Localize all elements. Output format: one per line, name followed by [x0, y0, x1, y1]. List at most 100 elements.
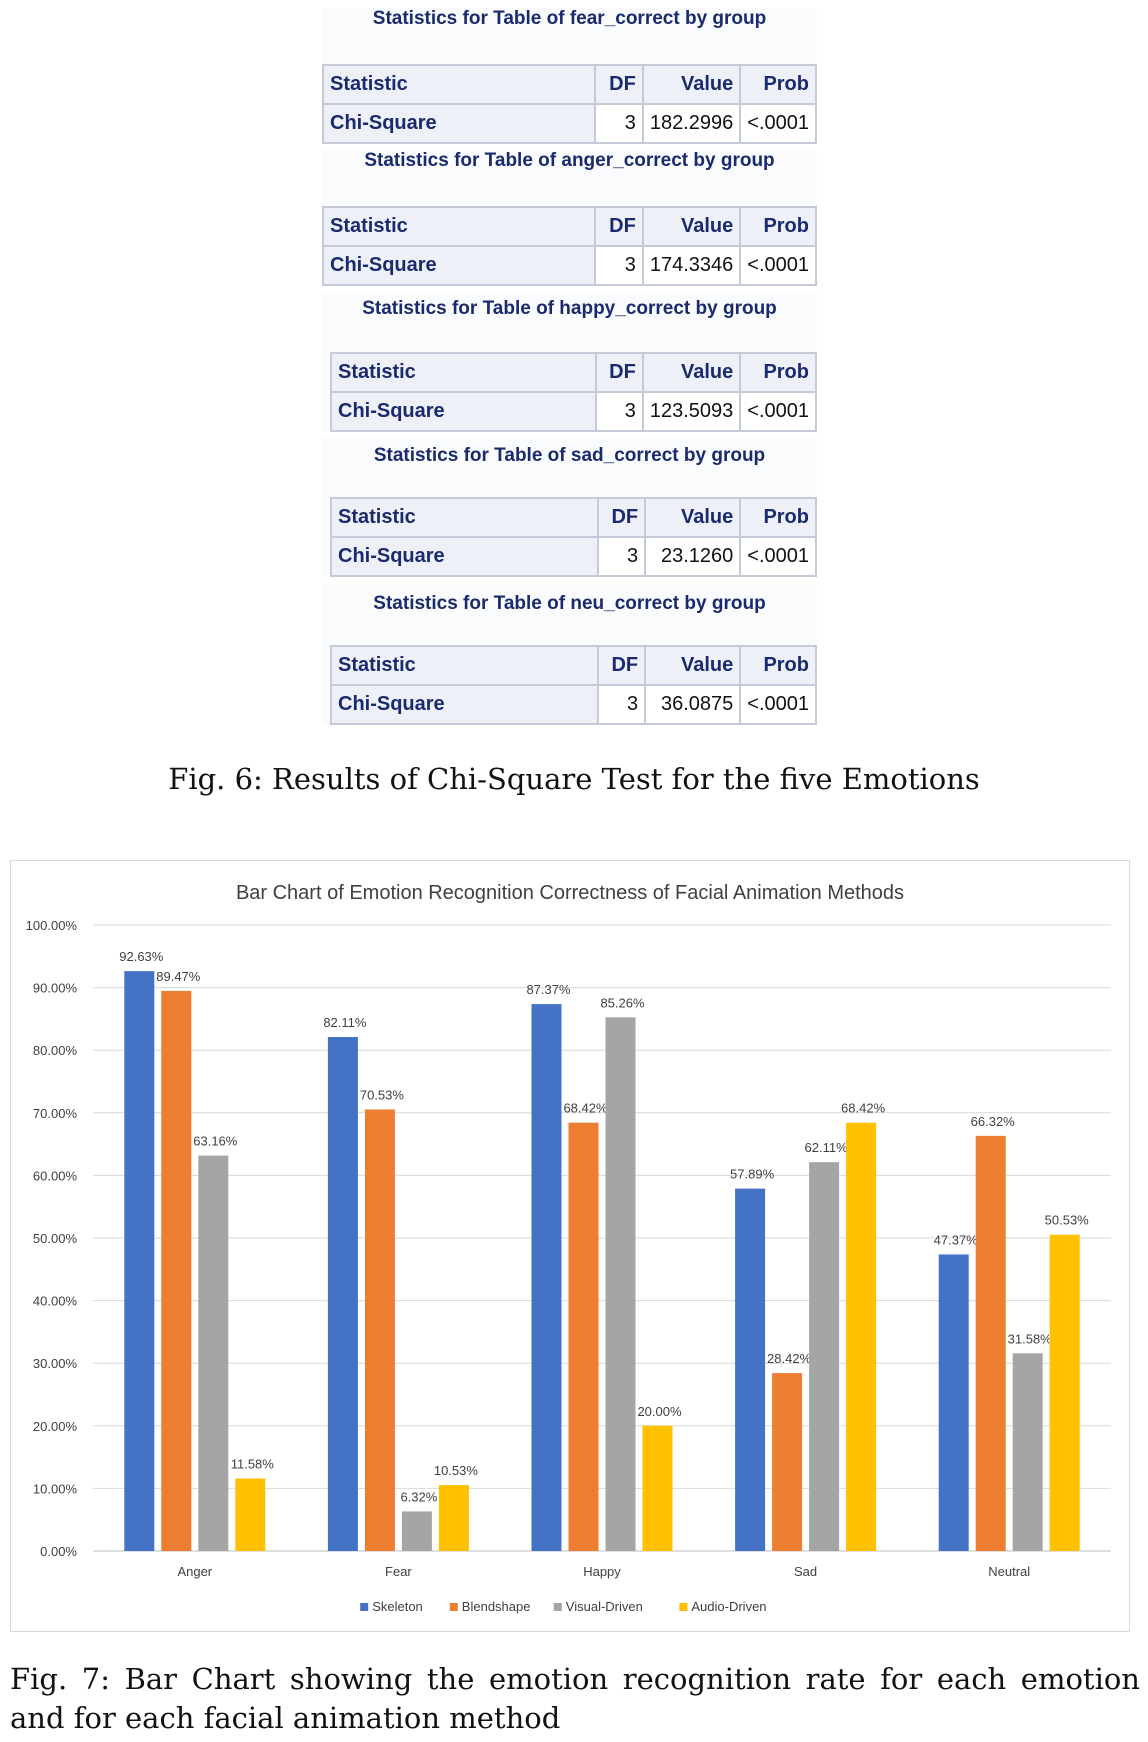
- stats-header-row: Statistic DF Value Prob: [330, 497, 817, 538]
- bar-audio-driven-anger: [235, 1478, 266, 1551]
- stats-cell-value: 174.3346: [641, 245, 742, 286]
- stats-cell-statistic: Chi-Square: [321, 245, 597, 286]
- data-label: 92.63%: [119, 949, 164, 964]
- legend-swatch: [360, 1603, 369, 1611]
- stats-header-row: Statistic DF Value Prob: [330, 352, 817, 393]
- stats-table-block: Statistics for Table of sad_correct by g…: [322, 437, 817, 577]
- stats-header-cell: DF: [596, 497, 647, 538]
- legend-label: Visual-Driven: [566, 1599, 643, 1614]
- stats-data-row: Chi-Square 3 36.0875 <.0001: [330, 684, 817, 725]
- stats-cell-value: 182.2996: [641, 103, 742, 144]
- y-tick-label: 60.00%: [33, 1168, 78, 1183]
- stats-header-cell: Prob: [739, 352, 817, 393]
- stats-header-cell: Statistic: [330, 645, 599, 686]
- y-tick-label: 90.00%: [33, 981, 78, 996]
- stats-header-cell: Statistic: [321, 64, 597, 105]
- data-label: 47.37%: [934, 1232, 979, 1247]
- data-label: 62.11%: [805, 1140, 849, 1155]
- y-tick-label: 50.00%: [33, 1231, 78, 1246]
- bar-visual-driven-sad: [809, 1162, 840, 1551]
- bar-audio-driven-fear: [438, 1485, 469, 1551]
- x-tick-label: Anger: [177, 1564, 212, 1579]
- data-label: 63.16%: [193, 1134, 238, 1149]
- data-label: 82.11%: [323, 1015, 367, 1030]
- stats-header-cell: DF: [594, 352, 644, 393]
- stats-header-cell: DF: [596, 645, 647, 686]
- x-tick-label: Neutral: [988, 1564, 1030, 1579]
- stats-cell-value: 36.0875: [644, 684, 742, 725]
- stats-header-cell: DF: [594, 64, 644, 105]
- stats-cell-value: 23.1260: [644, 536, 742, 577]
- figure-6-caption: Fig. 6: Results of Chi-Square Test for t…: [168, 762, 980, 796]
- bar-skeleton-sad: [735, 1188, 766, 1551]
- stats-cell-prob: <.0001: [739, 391, 817, 432]
- bar-visual-driven-fear: [401, 1511, 432, 1551]
- stats-table: Statistic DF Value Prob Chi-Square 3 36.0875 <.…: [330, 645, 817, 725]
- data-label: 89.47%: [156, 969, 201, 984]
- stats-cell-df: 3: [594, 103, 644, 144]
- y-tick-label: 30.00%: [33, 1356, 78, 1371]
- stats-cell-statistic: Chi-Square: [330, 536, 599, 577]
- x-tick-label: Happy: [583, 1564, 621, 1579]
- y-tick-label: 70.00%: [33, 1106, 78, 1121]
- y-tick-label: 0.00%: [40, 1544, 77, 1559]
- stats-header-cell: Value: [644, 645, 742, 686]
- stats-data-row: Chi-Square 3 182.2996 <.0001: [321, 103, 817, 144]
- bar-audio-driven-happy: [642, 1425, 673, 1551]
- stats-header-row: Statistic DF Value Prob: [330, 645, 817, 686]
- y-tick-label: 10.00%: [33, 1481, 78, 1496]
- bar-visual-driven-happy: [605, 1017, 636, 1551]
- stats-cell-prob: <.0001: [739, 536, 817, 577]
- legend-label: Blendshape: [462, 1599, 531, 1614]
- stats-header-cell: DF: [594, 206, 644, 247]
- stats-table-title: Statistics for Table of fear_correct by …: [372, 8, 767, 29]
- stats-header-cell: Value: [644, 497, 742, 538]
- bar-blendshape-anger: [161, 990, 192, 1551]
- x-tick-label: Fear: [385, 1564, 412, 1579]
- stats-cell-statistic: Chi-Square: [330, 391, 597, 432]
- bar-visual-driven-anger: [198, 1155, 229, 1551]
- stats-header-cell: Statistic: [321, 206, 597, 247]
- data-label: 31.58%: [1008, 1331, 1053, 1346]
- bar-skeleton-neutral: [938, 1254, 969, 1551]
- data-label: 70.53%: [360, 1087, 405, 1102]
- chart-title: Bar Chart of Emotion Recognition Correct…: [236, 882, 904, 904]
- bar-visual-driven-neutral: [1012, 1353, 1043, 1551]
- stats-header-row: Statistic DF Value Prob: [321, 206, 817, 247]
- bar-audio-driven-sad: [846, 1122, 877, 1551]
- data-label: 68.42%: [563, 1101, 608, 1116]
- stats-table-block: Statistics for Table of neu_correct by g…: [322, 585, 817, 725]
- stats-cell-prob: <.0001: [739, 684, 817, 725]
- stats-header-cell: Prob: [739, 497, 817, 538]
- figure-7-caption: Fig. 7: Bar Chart showing the emotion re…: [10, 1662, 1140, 1735]
- data-label: 87.37%: [526, 982, 571, 997]
- data-label: 68.42%: [841, 1101, 886, 1116]
- stats-table-title: Statistics for Table of anger_correct by…: [364, 150, 775, 171]
- stats-cell-value: 123.5093: [641, 391, 742, 432]
- stats-header-cell: Prob: [739, 64, 817, 105]
- stats-header-cell: Value: [641, 64, 742, 105]
- data-label: 11.58%: [231, 1457, 275, 1472]
- stats-cell-prob: <.0001: [739, 245, 817, 286]
- data-label: 85.26%: [600, 995, 645, 1010]
- stats-table: Statistic DF Value Prob Chi-Square 3 182.2996 <…: [321, 64, 817, 144]
- stats-header-cell: Value: [641, 206, 742, 247]
- stats-cell-df: 3: [596, 684, 647, 725]
- bar-chart-frame: Bar Chart of Emotion Recognition Correct…: [10, 860, 1130, 1632]
- data-label: 28.42%: [767, 1351, 812, 1366]
- bar-chart: Bar Chart of Emotion Recognition Correct…: [26, 882, 1111, 1614]
- stats-table: Statistic DF Value Prob Chi-Square 3 174.3346 <…: [321, 206, 817, 286]
- stats-cell-df: 3: [596, 536, 647, 577]
- stats-header-cell: Prob: [739, 645, 817, 686]
- stats-cell-df: 3: [594, 391, 644, 432]
- stats-table-title: Statistics for Table of happy_correct by…: [362, 298, 777, 319]
- data-label: 20.00%: [637, 1404, 682, 1419]
- stats-table-block: Statistics for Table of happy_correct by…: [322, 292, 817, 432]
- data-label: 57.89%: [730, 1167, 775, 1182]
- data-label: 6.32%: [400, 1489, 437, 1504]
- stats-table-title: Statistics for Table of sad_correct by g…: [373, 445, 766, 466]
- stats-data-row: Chi-Square 3 23.1260 <.0001: [330, 536, 817, 577]
- bar-blendshape-fear: [364, 1109, 395, 1551]
- bar-skeleton-fear: [327, 1036, 358, 1551]
- y-tick-label: 100.00%: [26, 918, 78, 933]
